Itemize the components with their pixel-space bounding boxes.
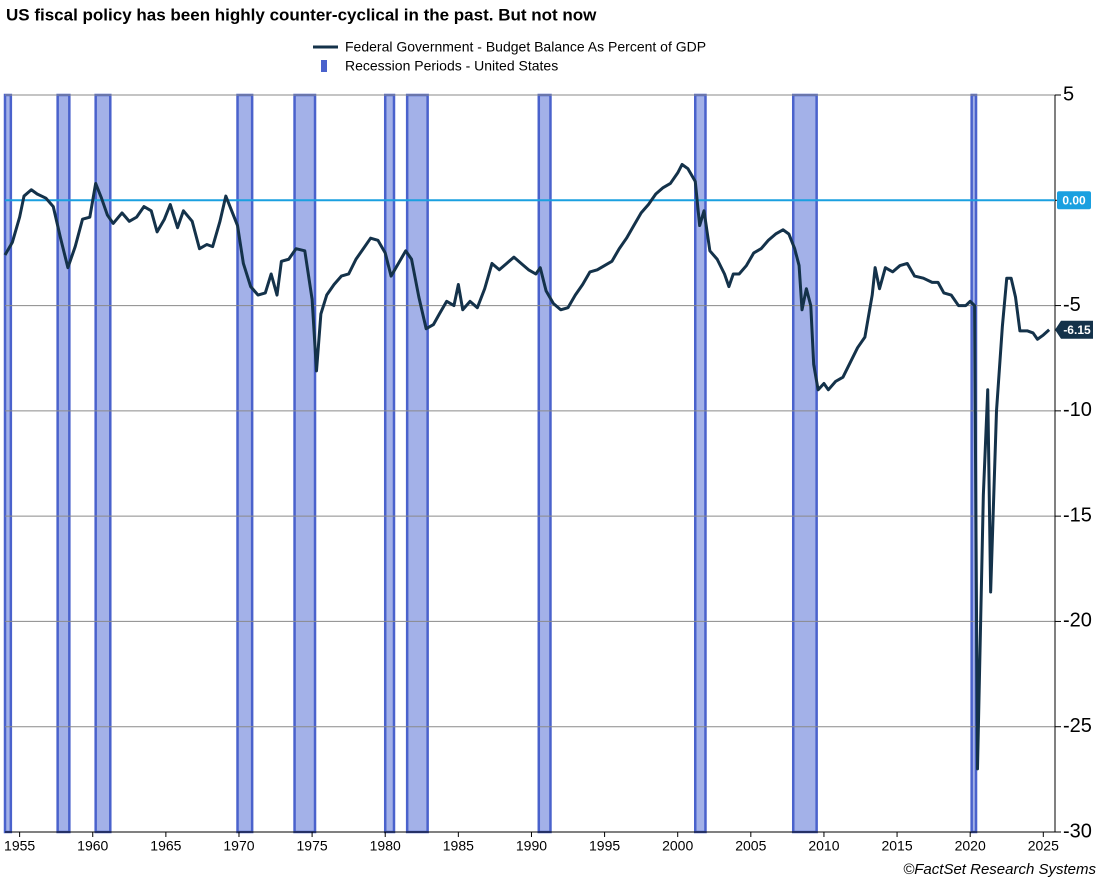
x-tick-label: 1995: [589, 838, 620, 854]
y-tick-label: -10: [1063, 399, 1092, 421]
y-tick-label: -20: [1063, 610, 1092, 632]
x-tick-label: 2010: [808, 838, 839, 854]
x-tick-label: 2015: [881, 838, 912, 854]
x-tick-label: 1980: [370, 838, 401, 854]
legend-swatch: [321, 60, 327, 72]
y-tick-label: -25: [1063, 715, 1092, 737]
recession-band: [405, 93, 429, 834]
y-tick-label: -15: [1063, 504, 1092, 526]
x-tick-label: 1990: [516, 838, 547, 854]
reference-badge: [1057, 191, 1091, 210]
legend-label: Federal Government - Budget Balance As P…: [345, 39, 706, 55]
y-tick-label: -30: [1063, 820, 1092, 842]
x-tick-label: 2020: [955, 838, 986, 854]
x-tick-label: 1975: [297, 838, 328, 854]
data-line: [3, 162, 1051, 771]
recession-band: [3, 93, 13, 834]
reference-label: 0.00: [1062, 193, 1086, 207]
legend-label: Recession Periods - United States: [345, 58, 558, 74]
recession-band: [56, 93, 71, 834]
x-tick-label: 1970: [223, 838, 254, 854]
y-tick-label: -5: [1063, 294, 1081, 316]
chart-title: US fiscal policy has been highly counter…: [6, 5, 597, 24]
x-tick-label: 2005: [735, 838, 766, 854]
end-badge: [1055, 320, 1093, 339]
recession-band: [293, 93, 317, 834]
end-label: -6.15: [1063, 323, 1091, 337]
recession-band: [383, 93, 396, 834]
source: ©FactSet Research Systems: [903, 861, 1096, 878]
x-tick-label: 1985: [443, 838, 474, 854]
x-tick-label: 1965: [150, 838, 181, 854]
recession-band: [791, 93, 818, 834]
x-tick-label: 2025: [1028, 838, 1059, 854]
recession-band: [236, 93, 254, 834]
x-tick-label: 1955: [4, 838, 35, 854]
recession-band: [537, 93, 552, 834]
y-tick-label: 5: [1063, 83, 1074, 105]
x-tick-label: 2000: [662, 838, 693, 854]
x-tick-label: 1960: [77, 838, 108, 854]
